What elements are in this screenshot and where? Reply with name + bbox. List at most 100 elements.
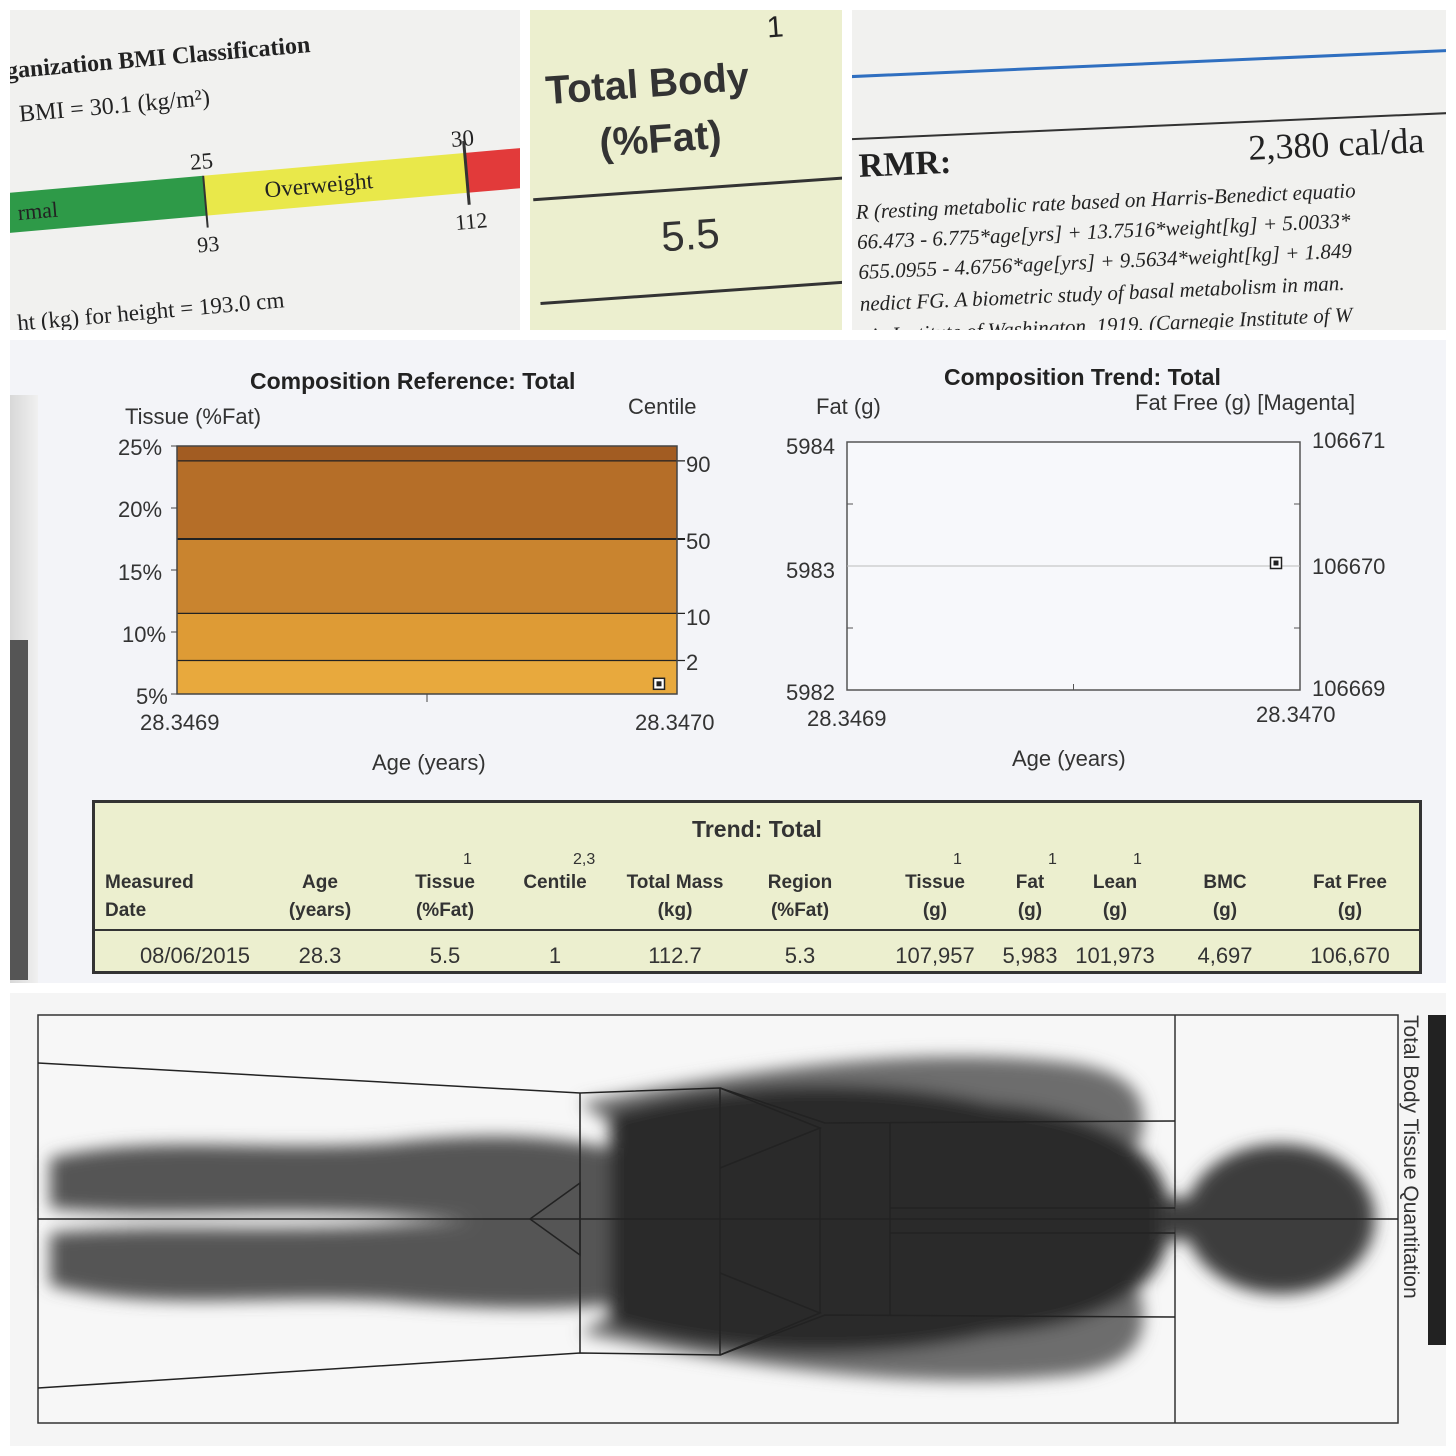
scan-side-label: Total Body Tissue Quantitation (1399, 1015, 1422, 1299)
reference-chart (171, 445, 685, 702)
reference-ytick: 15% (118, 560, 163, 585)
trend-header-line2: (kg) (657, 900, 693, 921)
trend-header-superscript: 2,3 (573, 851, 596, 868)
trend-header-line2: Date (105, 900, 147, 921)
trend-header-line1: Lean (1092, 872, 1138, 893)
reference-left-axis-label: Tissue (%Fat) (125, 404, 262, 429)
trend-left-tick: 5984 (786, 434, 835, 459)
trend-header-line1: Tissue (905, 872, 965, 893)
trend-table-cell: 101,973 (1075, 943, 1155, 968)
reference-data-point-core (656, 681, 662, 687)
reference-ytick: 20% (118, 497, 163, 522)
body-scan-panel: Total Body Tissue Quantitation (10, 993, 1446, 1446)
reference-centile-band (177, 613, 677, 661)
trend-x-axis-label: Age (years) (1012, 746, 1126, 771)
trend-header-line1: Age (302, 872, 338, 893)
trend-header-superscript: 1 (953, 851, 962, 868)
trend-header-line2: (g) (1337, 900, 1363, 921)
trend-header-line2: (years) (288, 900, 352, 921)
trend-table-cell: 5.3 (784, 943, 816, 968)
trend-data-point-core (1273, 560, 1279, 566)
trend-table-cell: 112.7 (648, 943, 702, 968)
total-body-fat-panel: 1 Total Body (%Fat) 5.5 (530, 10, 842, 330)
bmi-classification-panel: rganization BMI Classification BMI = 30.… (10, 10, 520, 330)
reference-centile-tick: 10 (686, 605, 711, 630)
scan-right-edge (1428, 1015, 1446, 1345)
trend-header-line1: Region (767, 872, 833, 893)
bmi-obese-band (464, 144, 520, 193)
reference-xtick-start: 28.3469 (140, 710, 220, 735)
trend-header-superscript: 1 (1133, 851, 1142, 868)
trend-left-axis-label: Fat (g) (816, 394, 881, 419)
trend-table-cell: 28.3 (298, 943, 342, 968)
bmi-title: rganization BMI Classification (10, 32, 312, 86)
trend-header-line1: Fat (1015, 872, 1045, 893)
bmi-weight-112: 112 (454, 207, 489, 235)
trend-header-line1: Fat Free (1313, 872, 1387, 893)
rmr-panel: RMR: 2,380 cal/da R (resting metabolic r… (852, 10, 1446, 330)
trend-table-cell: 106,670 (1310, 943, 1390, 968)
bmi-height-text: ht (kg) for height = 193.0 cm (16, 287, 286, 330)
reference-centile-tick: 50 (686, 529, 711, 554)
trend-header-line2: (%Fat) (415, 900, 475, 921)
bmi-label-normal: rmal (16, 196, 59, 226)
trend-xtick-end: 28.3470 (1256, 702, 1336, 727)
reference-centile-band (177, 539, 677, 614)
reference-centile-band (177, 460, 677, 539)
trend-xtick-start: 28.3469 (807, 706, 887, 731)
trend-table-cell: 5,983 (1002, 943, 1058, 968)
trend-header-line1: BMC (1203, 872, 1247, 893)
bmi-tick-25: 25 (188, 147, 214, 175)
trend-left-tick: 5983 (786, 558, 835, 583)
bmi-value: BMI = 30.1 (kg/m²) (18, 84, 211, 128)
trend-table-rule (95, 929, 1419, 931)
trend-header-superscript: 1 (1048, 851, 1057, 868)
reference-centile-tick: 2 (686, 650, 699, 675)
total-body-unit: (%Fat) (597, 113, 723, 166)
trend-header-line1: Centile (523, 872, 587, 893)
trend-chart (846, 441, 1301, 691)
reference-ytick: 10% (122, 622, 167, 647)
trend-right-tick: 106670 (1312, 554, 1386, 579)
scan-fragment-dark (10, 640, 28, 980)
reference-x-axis-label: Age (years) (372, 750, 486, 775)
trend-table-cell: 5.5 (429, 943, 461, 968)
rmr-label: RMR: (858, 143, 953, 185)
reference-centile-band (177, 446, 677, 461)
total-body-divider-top (533, 174, 842, 202)
region-lines (37, 1062, 1398, 1389)
trend-chart-title: Composition Trend: Total (944, 364, 1221, 390)
trend-header-line2: (g) (1102, 900, 1128, 921)
total-body-superscript: 1 (765, 10, 785, 45)
trend-table-title: Trend: Total (692, 816, 822, 842)
trend-left-tick: 5982 (786, 680, 835, 705)
trend-header-line1: Total Mass (626, 872, 724, 893)
trend-table-cell: 1 (548, 943, 562, 968)
reference-centile-band (177, 660, 677, 694)
trend-table: Trend: Total Measured Date Age (years) Tissu… (92, 800, 1422, 974)
trend-header-line2: (%Fat) (770, 900, 830, 921)
rmr-blue-rule (852, 47, 1446, 79)
reference-chart-title: Composition Reference: Total (250, 368, 576, 394)
trend-right-tick: 106669 (1312, 676, 1386, 701)
total-body-title: Total Body (544, 54, 751, 114)
bmi-weight-93: 93 (196, 230, 221, 258)
trend-header-line1: Measured (105, 872, 194, 893)
composition-panel: Composition Reference: Total Tissue (%Fa… (10, 340, 1446, 983)
reference-ytick: 25% (118, 435, 163, 460)
trend-right-axis-label: Fat Free (g) [Magenta] (1135, 390, 1356, 415)
trend-header-superscript: 1 (463, 851, 472, 868)
trend-table-cell: 08/06/2015 (139, 943, 251, 968)
reference-centile-tick: 90 (686, 452, 711, 477)
reference-xtick-end: 28.3470 (635, 710, 715, 735)
total-body-value: 5.5 (659, 209, 722, 261)
trend-header-line2: (g) (1212, 900, 1238, 921)
reference-ytick: 5% (136, 684, 168, 709)
trend-table-cell: 4,697 (1197, 943, 1253, 968)
rmr-value: 2,380 cal/da (1247, 120, 1426, 168)
trend-header-line1: Tissue (415, 872, 475, 893)
reference-right-axis-label: Centile (628, 394, 697, 419)
trend-right-tick: 106671 (1312, 428, 1386, 453)
trend-header-line2: (g) (1017, 900, 1043, 921)
trend-table-cell: 107,957 (895, 943, 975, 968)
